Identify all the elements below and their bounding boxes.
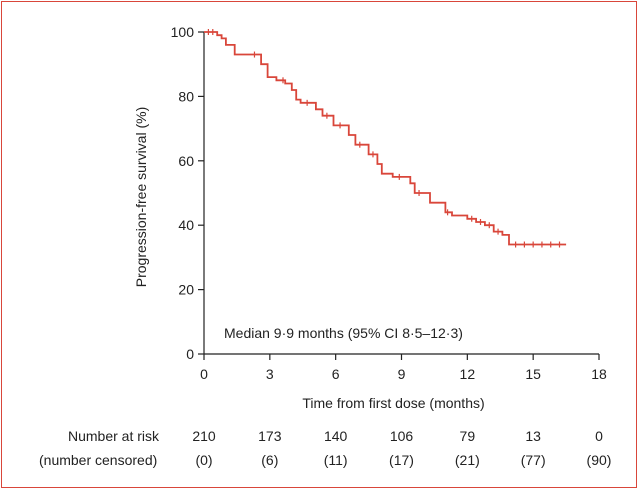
risk-at-risk-value: 210 bbox=[192, 428, 216, 444]
risk-censored-value: (21) bbox=[455, 452, 480, 468]
y-tick-label: 100 bbox=[171, 24, 195, 40]
x-tick-label: 6 bbox=[332, 366, 340, 382]
x-tick-label: 3 bbox=[266, 366, 274, 382]
risk-censored-value: (90) bbox=[587, 452, 612, 468]
pfs-series-line bbox=[204, 31, 567, 246]
x-tick-label: 0 bbox=[200, 366, 208, 382]
risk-censored-value: (17) bbox=[389, 452, 414, 468]
y-tick-label: 80 bbox=[178, 88, 194, 104]
risk-censored-value: (11) bbox=[324, 452, 348, 468]
y-axis-title: Progression-free survival (%) bbox=[133, 107, 149, 288]
risk-censored-value: (0) bbox=[195, 452, 212, 468]
y-tick-label: 20 bbox=[178, 282, 194, 298]
x-tick-label: 9 bbox=[398, 366, 406, 382]
risk-at-risk-value: 106 bbox=[390, 428, 414, 444]
risk-censored-value: (77) bbox=[521, 452, 546, 468]
risk-at-risk-value: 173 bbox=[258, 428, 282, 444]
x-tick-label: 12 bbox=[460, 366, 476, 382]
y-tick-label: 0 bbox=[186, 346, 194, 362]
y-tick-label: 60 bbox=[178, 153, 194, 169]
risk-at-risk-value: 13 bbox=[525, 428, 541, 444]
x-axis-title: Time from first dose (months) bbox=[302, 395, 484, 411]
risk-at-risk-value: 79 bbox=[460, 428, 476, 444]
y-tick-label: 40 bbox=[178, 217, 194, 233]
risk-at-risk-value: 140 bbox=[324, 428, 348, 444]
axes: 0 20 40 60 80 100 0 3 6 9 12 15 18 bbox=[171, 24, 607, 382]
risk-at-risk-value: 0 bbox=[595, 428, 603, 444]
x-tick-label: 15 bbox=[525, 366, 541, 382]
risk-censored-value: (6) bbox=[261, 452, 278, 468]
risk-table-label-censored: (number censored) bbox=[39, 452, 157, 468]
median-annotation: Median 9·9 months (95% CI 8·5–12·3) bbox=[224, 325, 463, 341]
x-tick-label: 18 bbox=[591, 366, 607, 382]
risk-table-label-at-risk: Number at risk bbox=[68, 428, 160, 444]
